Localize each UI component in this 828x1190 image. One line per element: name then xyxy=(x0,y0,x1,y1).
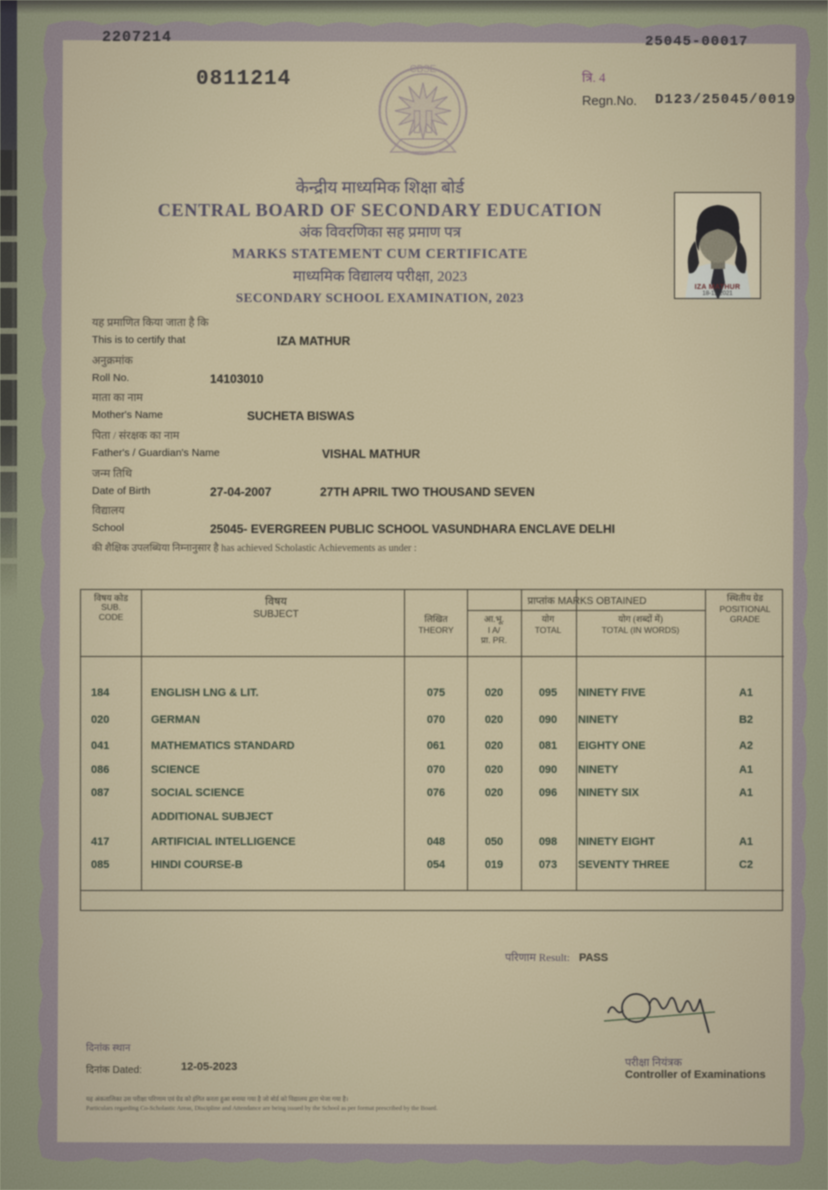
svg-text:CBSE: CBSE xyxy=(410,64,437,75)
